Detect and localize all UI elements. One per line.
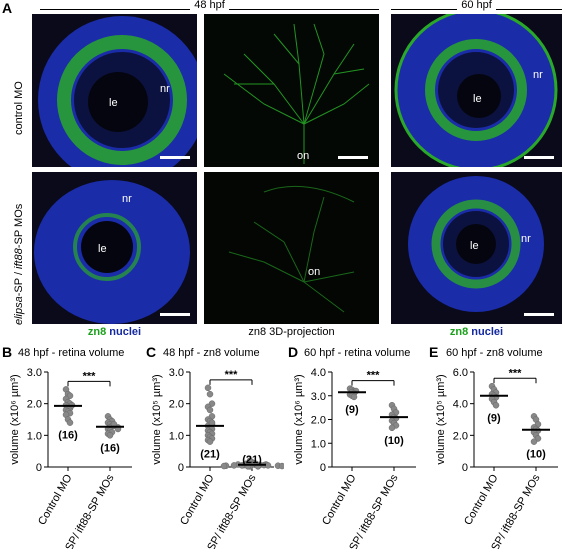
header-48-hpf: 48 hpf <box>40 0 379 11</box>
y-axis-label: volume (x10⁵ µm³) <box>151 374 163 464</box>
data-point <box>220 462 228 470</box>
scale-bar <box>160 313 190 316</box>
label-nr: nr <box>122 193 132 205</box>
micrograph-control-60-retina: le nr <box>391 14 562 167</box>
y-tick-label: 0 <box>178 462 184 474</box>
data-point <box>206 390 214 398</box>
n-label: (16) <box>58 430 78 442</box>
y-tick-label: 2.0 <box>27 399 42 411</box>
y-tick-label: 6.0 <box>453 367 468 379</box>
label-le: le <box>109 97 118 109</box>
category-label: Control MO <box>462 472 501 527</box>
label-nr: nr <box>160 83 170 95</box>
row-label-control: control MO <box>13 81 25 135</box>
chart-title-b: 48 hpf - retina volume <box>18 347 125 359</box>
caption-right: zn8 nuclei <box>449 326 504 338</box>
n-label: (21) <box>242 454 262 466</box>
data-point <box>106 432 114 439</box>
micrograph-morphant-48-3d: on <box>204 172 379 324</box>
y-axis-label: volume (x10⁶ µm³) <box>293 374 305 464</box>
data-point <box>208 419 216 426</box>
chart-title-d: 60 hpf - retina volume <box>304 347 411 359</box>
panel-label-a: A <box>2 0 13 16</box>
y-tick-label: 4.0 <box>311 367 326 379</box>
y-tick-label: 1.0 <box>311 438 326 450</box>
y-tick-label: 1.0 <box>27 430 42 442</box>
header-60-hpf: 60 hpf <box>391 0 562 11</box>
micrograph-morphant-60-retina: le nr <box>391 172 562 324</box>
chart-e: 0 2.0 4.0 6.0 volume (x10⁵ µm³) (9) (10) *** Con… <box>426 358 565 554</box>
significance-label: *** <box>83 370 97 382</box>
label-on: on <box>297 150 309 162</box>
data-point <box>66 419 74 426</box>
label-nr: nr <box>521 233 531 245</box>
category-label: Control MO <box>178 472 217 527</box>
y-tick-label: 3.0 <box>311 391 326 403</box>
significance-label: *** <box>367 370 381 382</box>
data-point <box>206 406 214 414</box>
data-point <box>492 402 500 409</box>
chart-c: 0 1.0 2.0 3.0 volume (x10⁵ µm³) (21) (21) *** Co… <box>142 358 286 554</box>
n-label: (10) <box>526 449 546 461</box>
n-label: (9) <box>487 412 501 424</box>
panel-label-c: C <box>146 344 157 360</box>
data-point <box>350 393 358 401</box>
caption-middle: zn8 3D-projection <box>248 326 335 338</box>
caption-left: zn8 nuclei <box>87 326 142 338</box>
data-point <box>230 462 238 469</box>
n-label: (9) <box>345 404 359 416</box>
panel-label-e: E <box>429 344 439 360</box>
y-tick-label: 2.0 <box>169 399 184 411</box>
label-le: le <box>470 240 479 252</box>
chart-d: 0 1.0 2.0 3.0 4.0 volume (x10⁶ µm³) (9) (10) ***… <box>284 358 426 554</box>
y-tick-label: 2.0 <box>453 430 468 442</box>
data-point <box>388 424 396 432</box>
micrograph-control-48-retina: le nr <box>32 14 197 167</box>
y-axis-label: volume (x10⁶ µm³) <box>9 374 21 464</box>
y-tick-label: 1.0 <box>169 430 184 442</box>
micrograph-control-48-3d: on <box>204 14 379 167</box>
category-label: Control MO <box>36 472 75 527</box>
row-label-morphant: elipsa-SP / ift88-SP MOs <box>13 203 25 325</box>
label-le: le <box>473 93 482 105</box>
category-label: Control MO <box>320 472 359 527</box>
label-nr: nr <box>533 69 543 81</box>
scale-bar <box>338 156 368 159</box>
panel-label-d: D <box>288 344 299 360</box>
y-tick-label: 4.0 <box>453 399 468 411</box>
y-tick-label: 0 <box>462 462 468 474</box>
label-on: on <box>308 266 320 278</box>
y-tick-label: 0 <box>36 462 42 474</box>
n-label: (16) <box>100 442 120 454</box>
chart-title-e: 60 hpf - zn8 volume <box>446 347 543 359</box>
data-point <box>530 438 538 445</box>
significance-label: *** <box>225 369 239 381</box>
chart-b: 0 1.0 2.0 3.0 volume (x10⁶ µm³) (16) (16) *** Co… <box>0 358 142 554</box>
y-tick-label: 3.0 <box>169 367 184 379</box>
data-point <box>204 384 212 392</box>
n-label: (10) <box>384 435 404 447</box>
n-label: (21) <box>200 449 220 461</box>
scale-bar <box>524 156 554 159</box>
panel-label-b: B <box>2 344 13 360</box>
y-tick-label: 3.0 <box>27 367 42 379</box>
significance-label: *** <box>509 367 523 379</box>
chart-title-c: 48 hpf - zn8 volume <box>163 347 260 359</box>
scale-bar <box>524 313 554 316</box>
y-tick-label: 2.0 <box>311 415 326 427</box>
y-tick-label: 0 <box>320 462 326 474</box>
scale-bar <box>160 156 190 159</box>
micrograph-morphant-48-retina: le nr <box>32 172 197 324</box>
label-le: le <box>98 243 107 255</box>
data-point <box>206 438 214 445</box>
y-axis-label: volume (x10⁵ µm³) <box>435 374 447 464</box>
